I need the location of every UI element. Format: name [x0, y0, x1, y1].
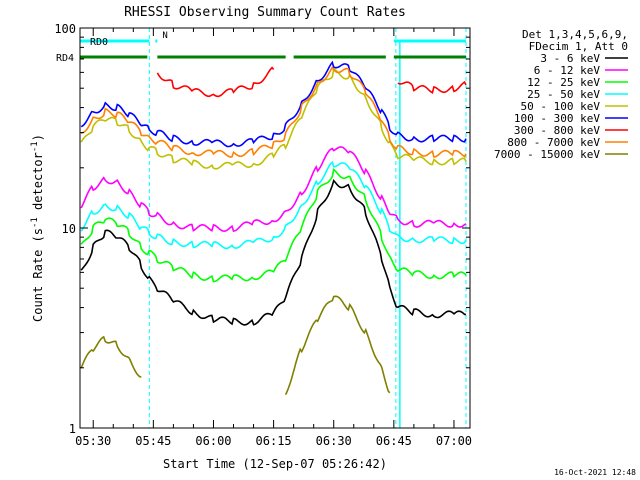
- legend-label-300-800-kev: 300 - 800 keV: [514, 124, 600, 137]
- y-tick-label-2: 100: [54, 22, 76, 36]
- legend-label-12-25-kev: 12 - 25 keV: [527, 76, 600, 89]
- legend-label-6-12-kev: 6 - 12 keV: [534, 64, 601, 77]
- series-50-100-kev: [80, 68, 467, 170]
- series-line-7000-15000-kev-1: [284, 295, 391, 396]
- x-axis-label: Start Time (12-Sep-07 05:26:42): [163, 457, 387, 471]
- x-tick-label-3: 06:15: [256, 434, 292, 448]
- flag-marker-n: N: [162, 31, 167, 41]
- series-line-7000-15000-kev-0: [80, 335, 142, 378]
- series-line-800-7000-kev-0: [80, 65, 467, 158]
- legend: Det 1,3,4,5,6,9, FDecim 1, Att 0 3 - 6 k…: [494, 28, 628, 161]
- flag-bars: RD0 N RD4: [56, 31, 466, 64]
- series-300-800-kev: [156, 66, 467, 98]
- x-tick-label-0: 05:30: [75, 434, 111, 448]
- y-tick-label-0: 1: [69, 422, 76, 436]
- x-axis-ticks: 05:30 05:45 06:00 06:15 06:30 06:45 07:00: [75, 28, 472, 448]
- x-tick-label-6: 07:00: [436, 434, 472, 448]
- series-line-300-800-kev-1: [397, 80, 467, 94]
- timestamp: 16-Oct-2021 12:48: [554, 468, 636, 477]
- series-line-3-6-kev-0: [80, 178, 467, 326]
- legend-header-line-1: Det 1,3,4,5,6,9,: [522, 28, 628, 41]
- series-12-25-kev: [80, 167, 467, 283]
- legend-header-line-2: FDecim 1, Att 0: [529, 40, 628, 53]
- series-100-300-kev: [80, 60, 467, 148]
- x-tick-label-1: 05:45: [135, 434, 171, 448]
- series-line-12-25-kev-0: [80, 167, 467, 283]
- series-layer: [80, 60, 467, 396]
- legend-label-100-300-kev: 100 - 300 keV: [514, 112, 600, 125]
- y-tick-label-1: 10: [62, 222, 76, 236]
- series-800-7000-kev: [80, 65, 467, 158]
- series-line-25-50-kev-0: [80, 160, 467, 250]
- y-axis-ticks: 1 10 100: [54, 22, 470, 436]
- series-line-6-12-kev-0: [80, 146, 467, 233]
- series-6-12-kev: [80, 146, 467, 233]
- chart-title: RHESSI Observing Summary Count Rates: [124, 5, 406, 20]
- series-line-300-800-kev-0: [156, 66, 275, 98]
- legend-label-3-6-kev: 3 - 6 keV: [540, 52, 600, 65]
- x-tick-label-5: 06:45: [376, 434, 412, 448]
- flag-label-rd0: RD0: [90, 37, 108, 48]
- legend-label-50-100-kev: 50 - 100 keV: [521, 100, 601, 113]
- legend-label-800-7000-kev: 800 - 7000 keV: [507, 136, 600, 149]
- legend-label-7000-15000-kev: 7000 - 15000 keV: [494, 148, 600, 161]
- series-line-100-300-kev-0: [80, 60, 467, 148]
- flag-label-rd4: RD4: [56, 53, 74, 64]
- series-3-6-kev: [80, 178, 467, 326]
- series-25-50-kev: [80, 160, 467, 250]
- y-axis-label: Count Rate (s-1 detector-1): [30, 134, 45, 322]
- x-tick-label-4: 06:30: [316, 434, 352, 448]
- x-tick-label-2: 06:00: [195, 434, 231, 448]
- legend-label-25-50-kev: 25 - 50 keV: [527, 88, 600, 101]
- series-7000-15000-kev: [80, 295, 391, 396]
- series-line-50-100-kev-0: [80, 68, 467, 170]
